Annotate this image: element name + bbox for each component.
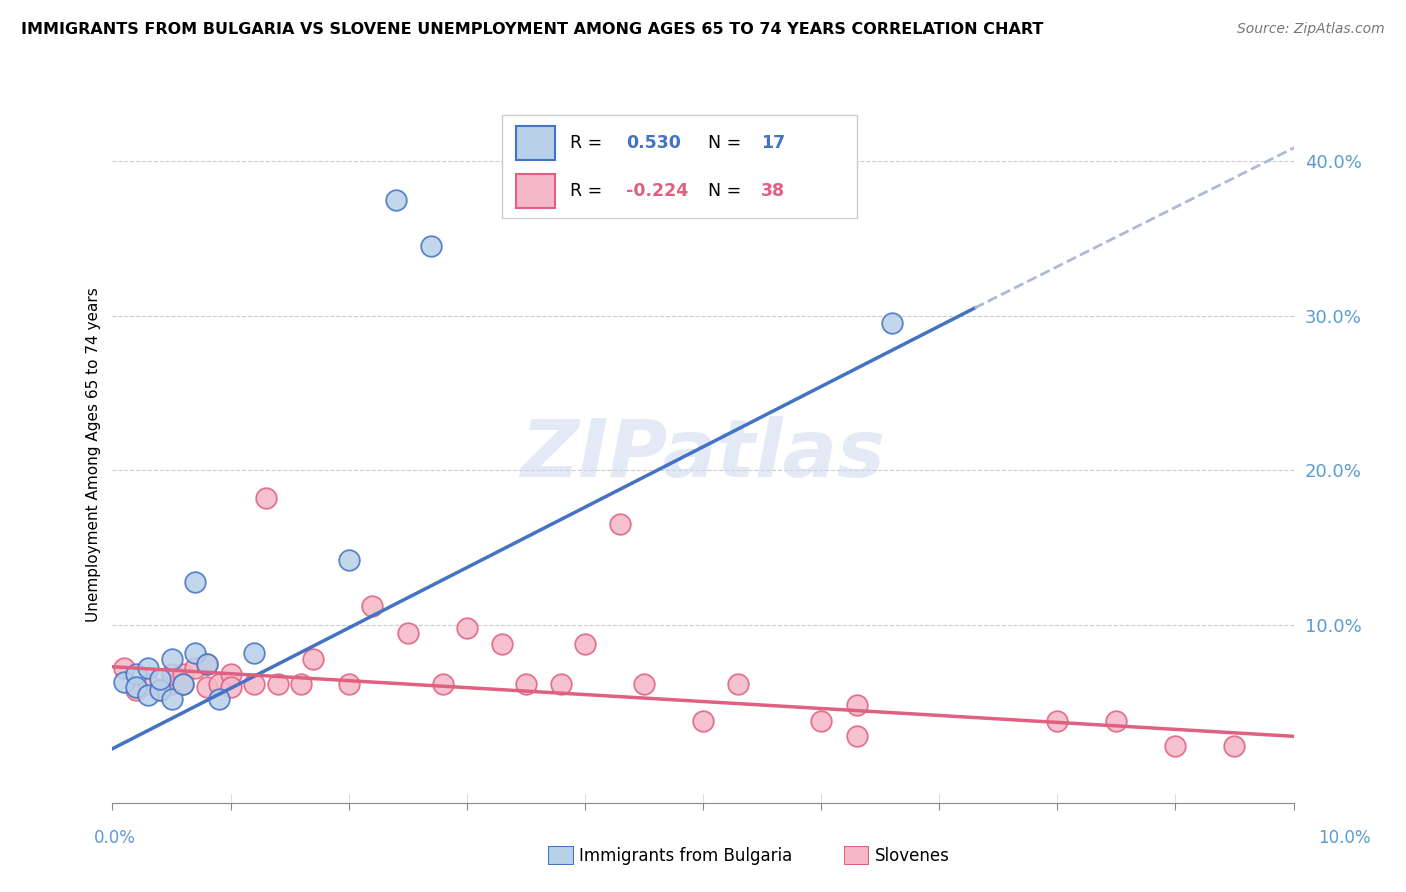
Point bbox=[219, 680, 242, 694]
Point bbox=[149, 682, 172, 697]
Text: IMMIGRANTS FROM BULGARIA VS SLOVENE UNEMPLOYMENT AMONG AGES 65 TO 74 YEARS CORRE: IMMIGRANTS FROM BULGARIA VS SLOVENE UNEM… bbox=[21, 22, 1043, 37]
Point bbox=[195, 657, 218, 671]
Text: 10.0%: 10.0% bbox=[1317, 829, 1371, 847]
Point bbox=[160, 667, 183, 681]
Point bbox=[112, 675, 135, 690]
Text: Immigrants from Bulgaria: Immigrants from Bulgaria bbox=[579, 847, 793, 865]
Point bbox=[160, 692, 183, 706]
Point bbox=[361, 599, 384, 614]
Point bbox=[810, 714, 832, 728]
Point bbox=[243, 646, 266, 660]
Point bbox=[136, 677, 159, 691]
Point bbox=[125, 680, 148, 694]
Point bbox=[1223, 739, 1246, 753]
Point bbox=[184, 574, 207, 589]
Point bbox=[184, 646, 207, 660]
Point bbox=[337, 553, 360, 567]
Point bbox=[160, 677, 183, 691]
Point bbox=[125, 667, 148, 681]
Point bbox=[160, 652, 183, 666]
FancyBboxPatch shape bbox=[548, 846, 574, 865]
Point bbox=[195, 680, 218, 694]
Point bbox=[267, 677, 290, 691]
Point bbox=[149, 682, 172, 697]
Point bbox=[208, 677, 231, 691]
Point bbox=[136, 661, 159, 675]
Point bbox=[254, 491, 277, 506]
Point bbox=[112, 661, 135, 675]
Point bbox=[845, 698, 868, 713]
Point bbox=[396, 625, 419, 640]
Point bbox=[491, 636, 513, 650]
Point bbox=[172, 667, 194, 681]
Point bbox=[195, 657, 218, 671]
Point bbox=[456, 621, 478, 635]
Point bbox=[515, 677, 537, 691]
Point bbox=[172, 677, 194, 691]
Point bbox=[208, 692, 231, 706]
Point bbox=[337, 677, 360, 691]
Point bbox=[727, 677, 749, 691]
Point bbox=[609, 517, 631, 532]
Point bbox=[692, 714, 714, 728]
Point bbox=[845, 729, 868, 743]
Point bbox=[633, 677, 655, 691]
FancyBboxPatch shape bbox=[844, 846, 869, 865]
Point bbox=[125, 682, 148, 697]
Y-axis label: Unemployment Among Ages 65 to 74 years: Unemployment Among Ages 65 to 74 years bbox=[86, 287, 101, 623]
Point bbox=[432, 677, 454, 691]
Point bbox=[184, 661, 207, 675]
Point bbox=[243, 677, 266, 691]
Point bbox=[880, 317, 903, 331]
Text: ZIPatlas: ZIPatlas bbox=[520, 416, 886, 494]
Point bbox=[172, 677, 194, 691]
Point bbox=[574, 636, 596, 650]
Point bbox=[1046, 714, 1069, 728]
Text: Slovenes: Slovenes bbox=[875, 847, 949, 865]
Point bbox=[1105, 714, 1128, 728]
Point bbox=[385, 193, 408, 207]
Point bbox=[420, 239, 443, 253]
Point bbox=[149, 672, 172, 686]
Point bbox=[290, 677, 312, 691]
Text: Source: ZipAtlas.com: Source: ZipAtlas.com bbox=[1237, 22, 1385, 37]
Point bbox=[550, 677, 572, 691]
Text: 0.0%: 0.0% bbox=[94, 829, 136, 847]
Point bbox=[1164, 739, 1187, 753]
Point bbox=[136, 688, 159, 702]
Point bbox=[302, 652, 325, 666]
Point bbox=[219, 667, 242, 681]
